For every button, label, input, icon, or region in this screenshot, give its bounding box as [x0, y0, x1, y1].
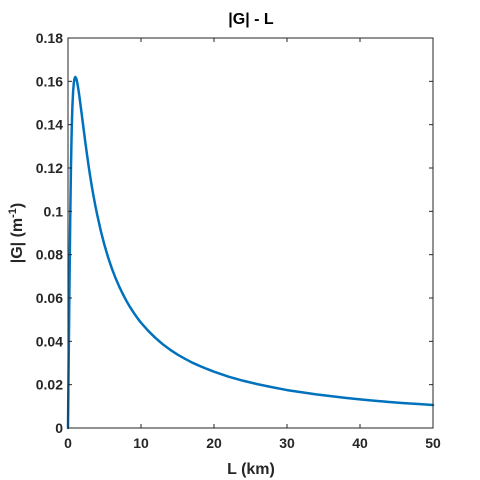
y-axis-label: |G| (m-1)	[7, 203, 26, 264]
series-line	[66, 75, 435, 430]
y-axis-label-exponent: -1	[7, 208, 19, 218]
x-axis-label: L (km)	[227, 461, 275, 478]
curve-layer	[66, 75, 435, 430]
x-axis-ticks: 0 10 20 30 40 50	[64, 38, 441, 451]
plot-box	[67, 37, 434, 429]
y-tick-label: 0.06	[36, 290, 63, 306]
y-tick-label: 0.1	[44, 203, 64, 219]
chart-title: |G| - L	[228, 11, 274, 28]
x-tick-label: 20	[206, 435, 222, 451]
y-tick-label: 0.12	[36, 160, 63, 176]
plot-area	[68, 38, 433, 428]
x-tick-label: 0	[64, 435, 72, 451]
y-axis-label-main: |G| (m	[9, 218, 26, 263]
x-tick-label: 10	[133, 435, 149, 451]
x-tick-label: 30	[279, 435, 295, 451]
y-tick-label: 0	[55, 420, 63, 436]
y-axis-label-close: )	[9, 203, 26, 208]
y-tick-label: 0.16	[36, 73, 63, 89]
x-tick-label: 40	[352, 435, 368, 451]
y-tick-label: 0.14	[36, 117, 63, 133]
y-tick-label: 0.18	[36, 30, 63, 46]
y-tick-label: 0.04	[36, 333, 63, 349]
y-tick-label: 0.08	[36, 247, 63, 263]
x-tick-label: 50	[425, 435, 441, 451]
y-axis-ticks: 0 0.02 0.04 0.06 0.08 0.1 0.12 0.14 0.16 0.18	[36, 30, 433, 436]
y-tick-label: 0.02	[36, 377, 63, 393]
